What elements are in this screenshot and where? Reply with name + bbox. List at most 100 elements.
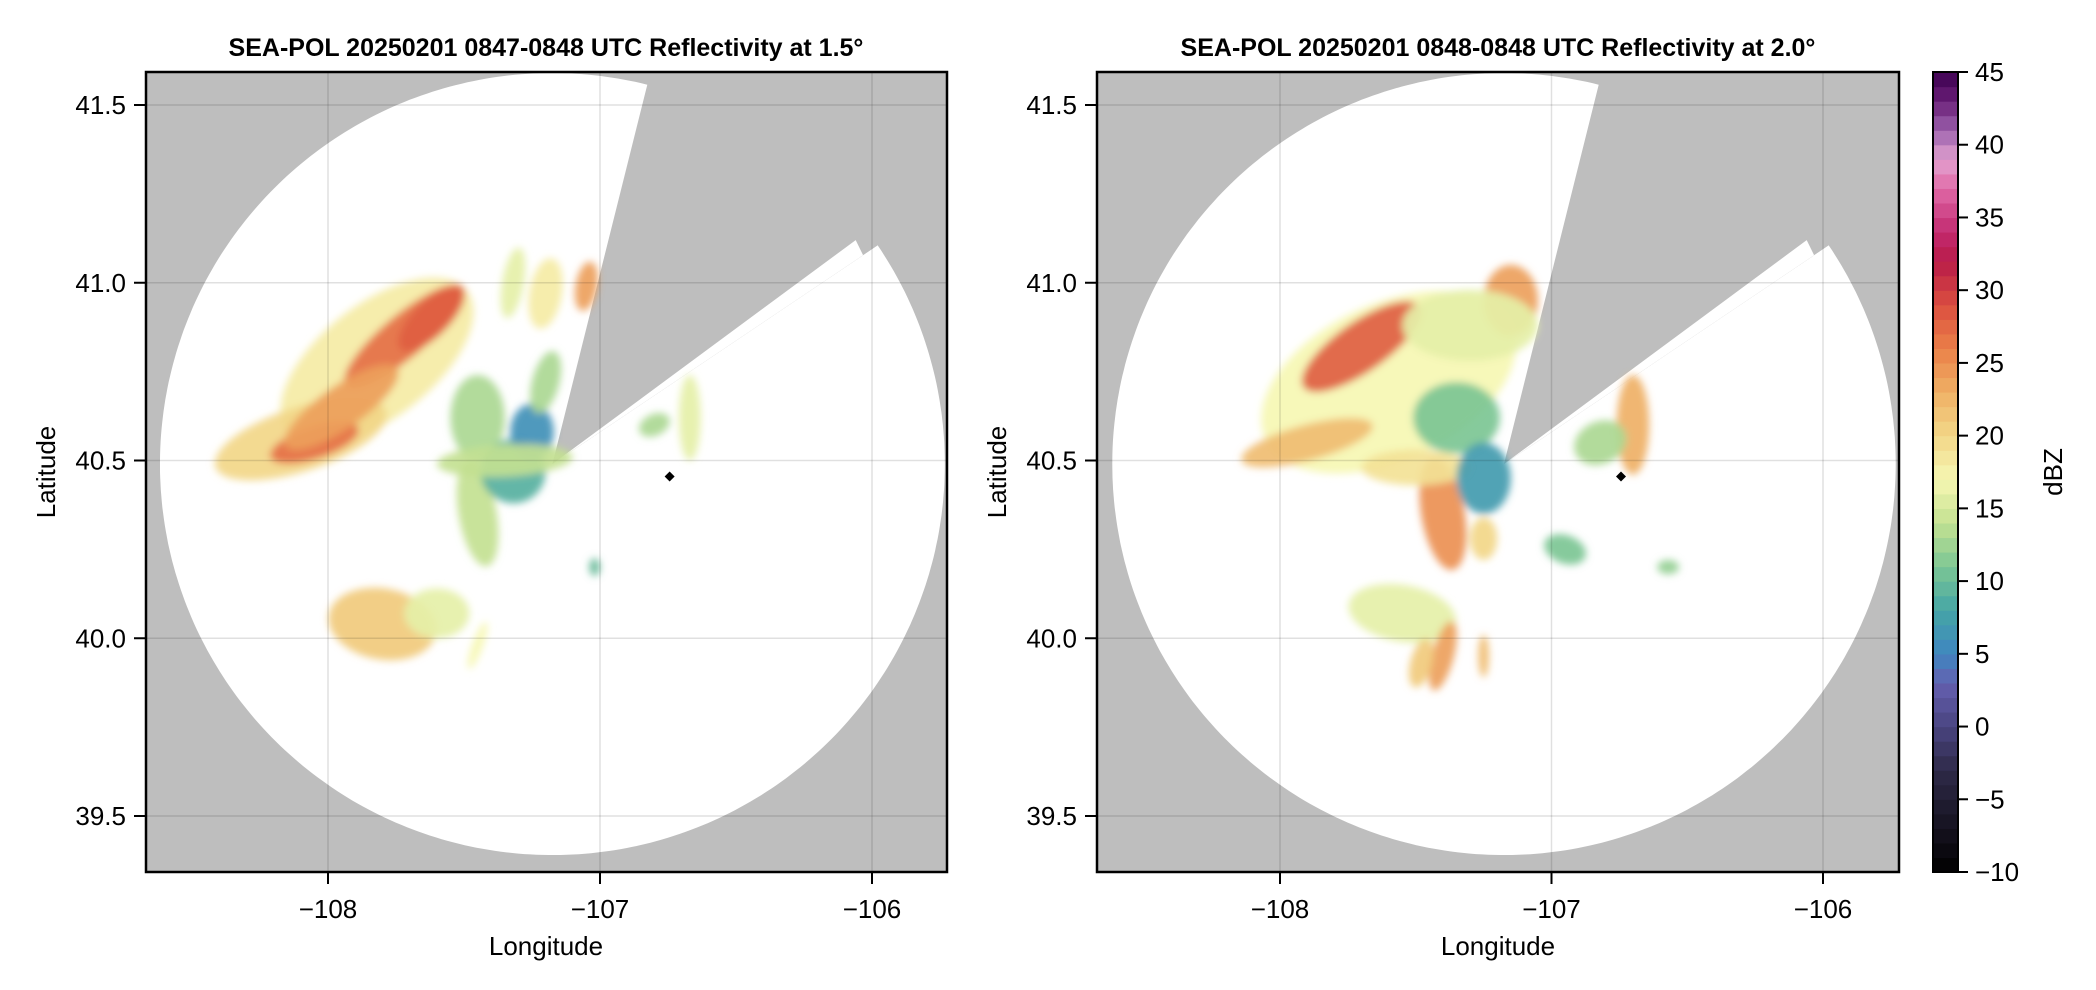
colorbar-band: [1933, 493, 1958, 509]
colorbar-band: [1933, 537, 1958, 553]
colorbar-tick-label: 35: [1975, 202, 2004, 232]
echoes: [1241, 264, 1680, 691]
colorbar-tick-label: 30: [1975, 275, 2004, 305]
panel-left: SEA-POL 20250201 0847-0848 UTC Reflectiv…: [31, 34, 949, 961]
colorbar-tick-label: 40: [1975, 130, 2004, 160]
colorbar-band: [1933, 668, 1958, 684]
echo-cell: [1574, 420, 1627, 466]
colorbar-tick-label: 15: [1975, 493, 2004, 523]
echo-cell: [589, 558, 600, 576]
echo-cell: [500, 247, 526, 318]
colorbar-band: [1933, 755, 1958, 771]
colorbar-band: [1933, 261, 1958, 277]
title-left: SEA-POL 20250201 0847-0848 UTC Reflectiv…: [229, 34, 864, 62]
colorbar-band: [1933, 217, 1958, 233]
y-tick-label: 39.5: [75, 801, 126, 831]
colorbar-band: [1933, 115, 1958, 131]
axes-frame: [144, 70, 949, 874]
echo-cell: [530, 351, 562, 414]
colorbar-band: [1933, 406, 1958, 422]
echo-cell: [1544, 534, 1587, 565]
colorbar-band: [1933, 639, 1958, 655]
y-ticks: 39.5 40.0 40.5 41.0 41.5: [1026, 90, 1097, 831]
colorbar-band: [1933, 828, 1958, 844]
y-axis-label: Latitude: [31, 426, 61, 519]
colorbar-band: [1933, 202, 1958, 219]
colorbar-band: [1933, 799, 1958, 815]
echo-cell: [574, 261, 598, 311]
echo-cell: [450, 375, 505, 461]
colorbar-band: [1933, 144, 1958, 160]
x-tick-label: −108: [1251, 894, 1310, 924]
colorbar-band: [1933, 784, 1958, 800]
y-tick-label: 41.5: [75, 90, 126, 120]
colorbar-band: [1933, 697, 1958, 713]
colorbar-band: [1933, 362, 1958, 379]
colorbar-band: [1933, 86, 1958, 102]
colorbar-band: [1933, 159, 1958, 175]
colorbar-band: [1933, 333, 1958, 349]
echo-cell: [1301, 301, 1421, 393]
echo-cell: [1413, 382, 1500, 454]
echo-cell: [1478, 634, 1489, 678]
y-tick-label: 40.5: [1026, 446, 1077, 476]
colorbar-band: [1933, 522, 1958, 539]
colorbar-band: [1933, 581, 1958, 597]
x-axis-label: Longitude: [489, 931, 603, 961]
colorbar-band: [1933, 653, 1958, 669]
colorbar-band: [1933, 188, 1958, 204]
colorbar-label: dBZ: [2038, 448, 2068, 496]
x-tick-label: −107: [1522, 894, 1581, 924]
colorbar-band: [1933, 450, 1958, 466]
panel-right: SEA-POL 20250201 0848-0848 UTC Reflectiv…: [982, 34, 1901, 961]
colorbar-frame: [1932, 71, 1959, 873]
colorbar-tick-label: 10: [1975, 566, 2004, 596]
y-tick-label: 41.0: [75, 268, 126, 298]
colorbar-band: [1933, 246, 1958, 262]
colorbar-band: [1933, 348, 1958, 364]
echo-cell: [1657, 560, 1680, 575]
colorbar-band: [1933, 508, 1958, 524]
echo-cell: [678, 375, 701, 461]
colorbar-tick-label: −10: [1975, 857, 2019, 887]
echo-cell: [284, 364, 399, 450]
colorbar-band: [1933, 741, 1958, 757]
colorbar-band: [1933, 813, 1958, 829]
colorbar-bands: [1933, 72, 1958, 873]
colorbar-band: [1933, 682, 1958, 699]
marker: [664, 471, 675, 482]
echo-cell: [404, 588, 470, 639]
y-tick-label: 40.0: [75, 623, 126, 653]
x-axis-label: Longitude: [1441, 931, 1555, 961]
echoes: [214, 247, 701, 669]
x-ticks: −108 −107 −106: [299, 872, 902, 924]
diamond-marker-icon: [1616, 471, 1627, 482]
colorbar-band: [1933, 857, 1958, 873]
colorbar-band: [1933, 72, 1958, 88]
marker: [1616, 471, 1627, 482]
colorbar-band: [1933, 566, 1958, 582]
colorbar-band: [1933, 610, 1958, 626]
echo-cell: [1348, 583, 1456, 643]
colorbar-ticks: −10 −5 0 5 10 15 20 25 30 35 40 45: [1958, 57, 2019, 887]
colorbar-band: [1933, 304, 1958, 320]
y-ticks: 39.5 40.0 40.5 41.0 41.5: [75, 90, 146, 831]
echo-cell: [528, 258, 563, 329]
y-tick-label: 40.0: [1026, 623, 1077, 653]
x-tick-label: −108: [299, 894, 358, 924]
colorbar-band: [1933, 319, 1958, 335]
echo-cell: [398, 285, 465, 352]
echo-cell: [1241, 418, 1373, 468]
colorbar-tick-label: 45: [1975, 57, 2004, 87]
colorbar-band: [1933, 842, 1958, 859]
colorbar-tick-label: 25: [1975, 348, 2004, 378]
axes-frame: [1095, 70, 1901, 874]
colorbar-band: [1933, 624, 1958, 640]
x-tick-label: −106: [843, 894, 902, 924]
colorbar-band: [1933, 275, 1958, 291]
echo-cell: [467, 621, 488, 669]
x-tick-label: −106: [1794, 894, 1853, 924]
colorbar-band: [1933, 290, 1958, 306]
colorbar-band: [1933, 421, 1958, 437]
